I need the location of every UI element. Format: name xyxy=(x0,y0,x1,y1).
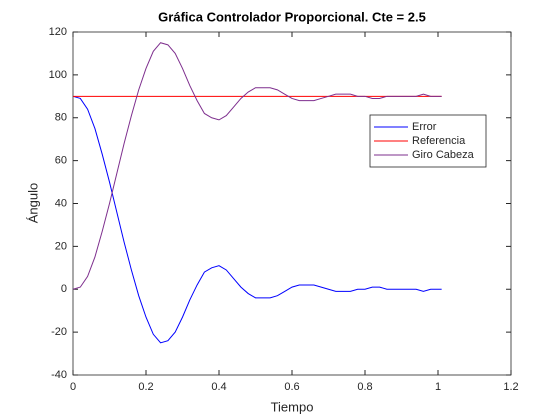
x-tick-label: 1.2 xyxy=(503,381,518,393)
x-tick-label: 0 xyxy=(70,381,76,393)
chart-title: Gráfica Controlador Proporcional. Cte = … xyxy=(158,9,426,24)
line xyxy=(72,95,442,344)
x-tick-label: 0.4 xyxy=(211,381,226,393)
x-tick-label: 0.2 xyxy=(138,381,153,393)
x-axis-label: Tiempo xyxy=(271,399,314,414)
y-tick-label: 0 xyxy=(61,283,67,295)
y-tick-label: 120 xyxy=(49,26,67,38)
y-axis-label: Ángulo xyxy=(25,183,40,223)
y-tick-label: 40 xyxy=(55,197,67,209)
y-tick-label: -20 xyxy=(51,326,67,338)
y-tick-label: 100 xyxy=(49,69,67,81)
plot-area xyxy=(72,31,512,376)
y-tick-label: 60 xyxy=(55,155,67,167)
x-tick-label: 0.8 xyxy=(357,381,372,393)
x-tick-label: 0.6 xyxy=(284,381,299,393)
legend-label: Error xyxy=(412,121,437,133)
y-tick-label: -40 xyxy=(51,369,67,381)
legend-label: Referencia xyxy=(412,135,466,147)
x-tick-label: 1 xyxy=(435,381,441,393)
y-tick-label: 20 xyxy=(55,240,67,252)
line xyxy=(72,42,442,290)
legend-label: Giro Cabeza xyxy=(412,149,475,161)
y-tick-label: 80 xyxy=(55,112,67,124)
